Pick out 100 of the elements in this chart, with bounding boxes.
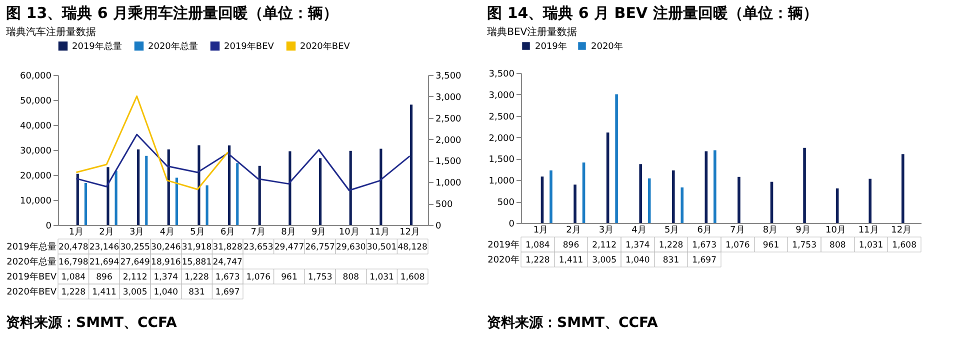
- y2-tick-label: 1,500: [436, 157, 462, 168]
- bar: [738, 176, 740, 223]
- data-label: 3,005: [122, 288, 148, 298]
- y-tick-label: 1,000: [488, 176, 515, 187]
- bar: [76, 174, 79, 225]
- x-tick-label: 5月: [190, 228, 205, 238]
- data-label: 3,005: [592, 256, 617, 266]
- data-label: 1,374: [154, 272, 178, 282]
- data-label: 1,228: [61, 288, 86, 298]
- bar: [318, 158, 322, 225]
- y-tick-label: 40,000: [20, 122, 52, 132]
- data-label: 20,478: [58, 242, 88, 252]
- data-label: 1,411: [92, 288, 116, 298]
- data-label: 15,881: [182, 258, 212, 268]
- x-tick-label: 5月: [664, 226, 680, 236]
- chart-subtitle: 瑞典BEV注册量数据: [487, 26, 578, 38]
- x-tick-label: 11月: [369, 228, 390, 238]
- data-label: 48,128: [398, 242, 428, 252]
- text: 2020年总量: [6, 258, 56, 268]
- data-label: 1,673: [215, 272, 240, 282]
- bar: [206, 185, 208, 225]
- bar: [550, 170, 552, 223]
- bar: [868, 178, 872, 223]
- x-tick-label: 11月: [858, 226, 879, 236]
- bar: [198, 145, 200, 225]
- text: 2019年BEV: [6, 272, 56, 282]
- bar: [680, 187, 684, 223]
- bar: [114, 170, 118, 225]
- data-label: 808: [342, 272, 360, 282]
- y2-tick-label: 0: [436, 222, 442, 232]
- x-tick-label: 4月: [160, 228, 175, 238]
- y-tick-label: 0: [46, 222, 52, 232]
- bar: [714, 150, 716, 223]
- y2-tick-label: 3,000: [436, 92, 462, 103]
- y2-tick-label: 2,500: [436, 114, 462, 124]
- chart-title: 图 13、瑞典 6 月乘用车注册量回暖（单位：辆）: [6, 4, 338, 22]
- bar: [258, 166, 261, 225]
- data-label: 896: [96, 272, 112, 282]
- x-tick-label: 12月: [891, 226, 912, 236]
- bar: [410, 104, 413, 225]
- y-tick-label: 60,000: [20, 72, 52, 82]
- data-label: 1,040: [625, 256, 650, 266]
- bar: [574, 184, 576, 223]
- bar: [84, 183, 88, 225]
- bar: [803, 148, 806, 223]
- y2-tick-label: 3,500: [436, 72, 462, 82]
- data-label: 1,040: [154, 288, 178, 298]
- y-tick-label: 50,000: [20, 96, 52, 106]
- bar: [236, 163, 239, 225]
- data-label: 1,608: [892, 240, 917, 250]
- chart-title: 图 14、瑞典 6 月 BEV 注册量回暖（单位：辆）: [487, 4, 818, 22]
- data-label: 961: [281, 272, 298, 282]
- data-label: 1,084: [61, 272, 86, 282]
- bar: [380, 148, 382, 225]
- text: 2019年总量: [6, 242, 56, 252]
- data-label: 16,798: [58, 258, 88, 268]
- data-label: 23,653: [244, 242, 274, 252]
- chart-subtitle: 瑞典汽车注册量数据: [6, 26, 96, 38]
- bar: [145, 156, 148, 225]
- data-label: 21,694: [89, 258, 120, 268]
- data-label: 24,747: [212, 258, 242, 268]
- data-label: 808: [830, 240, 846, 250]
- legend-label: 2019年: [535, 41, 567, 52]
- data-label: 2,112: [592, 240, 617, 250]
- data-label: 27,649: [120, 258, 150, 268]
- x-tick-label: 10月: [338, 228, 360, 238]
- x-tick-label: 6月: [697, 226, 712, 236]
- y-tick-label: 30,000: [20, 146, 52, 156]
- x-tick-label: 1月: [68, 228, 84, 238]
- bar: [639, 164, 642, 223]
- x-tick-label: 8月: [281, 228, 296, 238]
- data-label: 1,228: [658, 240, 684, 250]
- y2-tick-label: 2,000: [436, 136, 462, 146]
- data-label: 1,753: [308, 272, 332, 282]
- data-label: 29,477: [274, 242, 304, 252]
- data-label: 1,031: [370, 272, 394, 282]
- data-label: 26,757: [305, 242, 335, 252]
- bar: [288, 151, 292, 225]
- data-label: 1,228: [525, 256, 550, 266]
- y-tick-label: 0: [508, 220, 515, 230]
- x-tick-label: 8月: [762, 226, 778, 236]
- data-label: 2,112: [122, 272, 148, 282]
- bar: [137, 149, 140, 225]
- x-tick-label: 3月: [129, 228, 144, 238]
- text: 资料来源：SMMT、CCFA: [487, 314, 658, 332]
- data-label: 896: [562, 240, 580, 250]
- data-label: 1,608: [400, 272, 425, 282]
- y-tick-label: 3,500: [488, 70, 515, 80]
- legend-label: 2019年BEV: [224, 41, 275, 52]
- line-series: [75, 95, 229, 190]
- data-label: 1,076: [246, 272, 271, 282]
- legend-label: 2019年总量: [72, 41, 122, 52]
- data-label: 23,146: [89, 242, 120, 252]
- y-tick-label: 10,000: [20, 196, 52, 206]
- data-label: 30,501: [366, 242, 397, 252]
- data-label: 831: [662, 256, 680, 266]
- text: 资料来源：SMMT、CCFA: [6, 314, 177, 332]
- x-tick-label: 1月: [533, 226, 548, 236]
- data-label: 1,228: [184, 272, 209, 282]
- data-label: 29,630: [336, 242, 366, 252]
